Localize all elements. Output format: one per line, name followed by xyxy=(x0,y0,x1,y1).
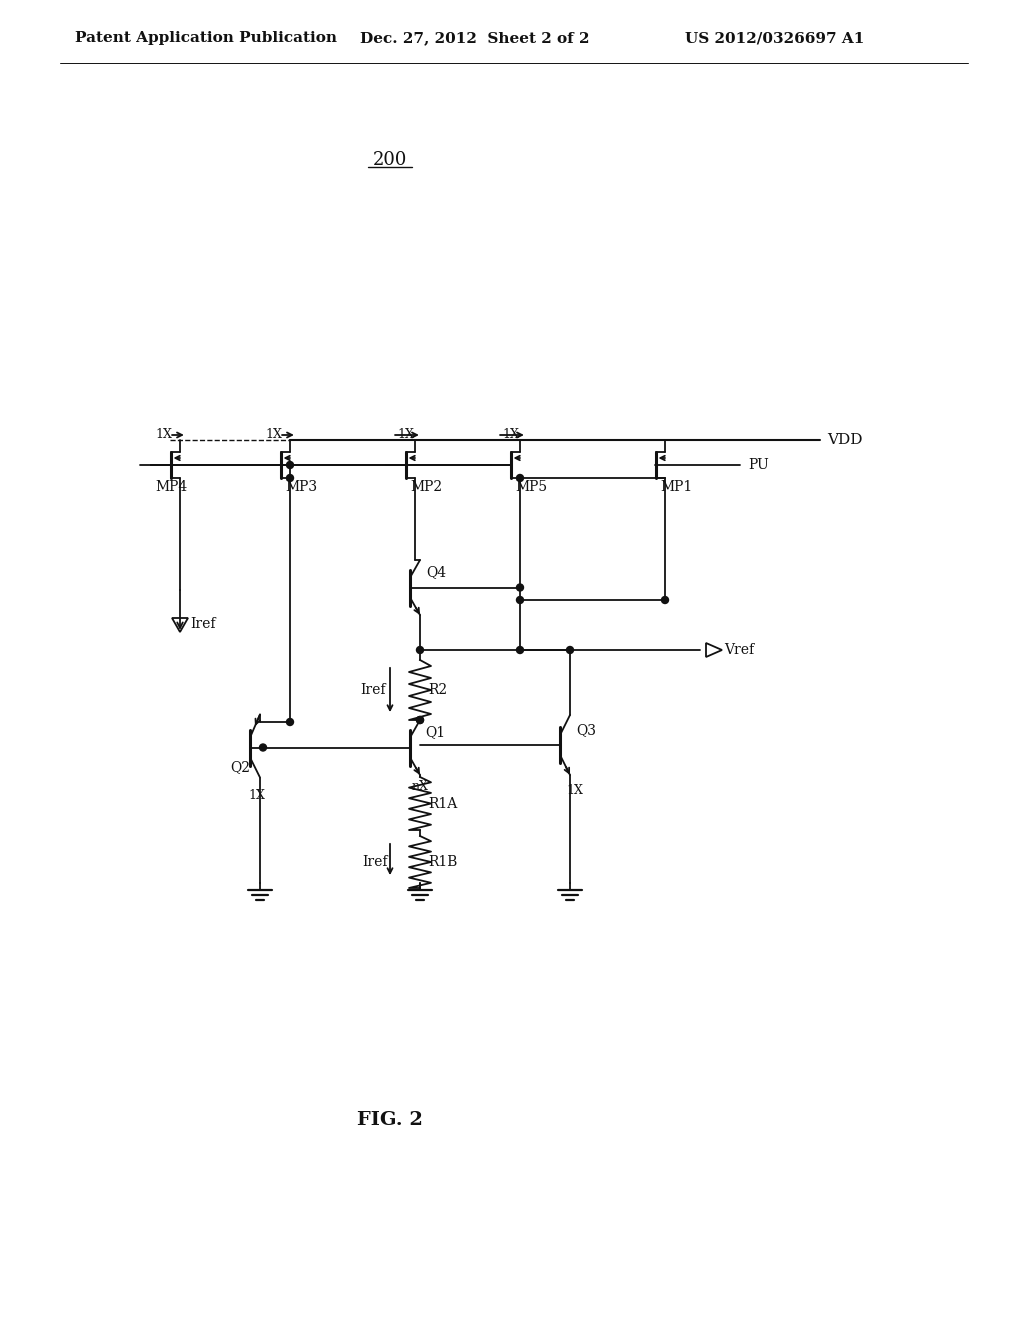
Text: FIG. 2: FIG. 2 xyxy=(357,1111,423,1129)
Circle shape xyxy=(287,718,294,726)
Text: MP4: MP4 xyxy=(155,480,187,494)
Text: Q3: Q3 xyxy=(575,723,596,737)
Circle shape xyxy=(516,647,523,653)
Text: Vref: Vref xyxy=(724,643,754,657)
Text: Q1: Q1 xyxy=(425,726,445,739)
Circle shape xyxy=(417,717,424,723)
Text: MP2: MP2 xyxy=(410,480,442,494)
Text: Dec. 27, 2012  Sheet 2 of 2: Dec. 27, 2012 Sheet 2 of 2 xyxy=(360,30,590,45)
Text: 1X: 1X xyxy=(155,429,172,441)
Text: US 2012/0326697 A1: US 2012/0326697 A1 xyxy=(685,30,864,45)
Circle shape xyxy=(287,462,294,469)
Text: 1X: 1X xyxy=(248,789,265,803)
Text: Q2: Q2 xyxy=(230,760,250,775)
Text: 1X: 1X xyxy=(502,429,519,441)
Text: R2: R2 xyxy=(428,682,447,697)
Text: Q4: Q4 xyxy=(426,565,446,579)
Text: R1A: R1A xyxy=(428,796,458,810)
Circle shape xyxy=(516,583,523,591)
Text: PU: PU xyxy=(748,458,769,473)
Circle shape xyxy=(516,597,523,603)
Text: Iref: Iref xyxy=(360,682,385,697)
Text: Iref: Iref xyxy=(190,616,215,631)
Circle shape xyxy=(516,474,523,482)
Text: 1X: 1X xyxy=(397,429,414,441)
Circle shape xyxy=(259,744,266,751)
Circle shape xyxy=(417,647,424,653)
Circle shape xyxy=(566,647,573,653)
Text: MP3: MP3 xyxy=(285,480,317,494)
Text: 1X: 1X xyxy=(566,784,583,797)
Text: MP5: MP5 xyxy=(515,480,547,494)
Circle shape xyxy=(662,597,669,603)
Circle shape xyxy=(287,474,294,482)
Text: 200: 200 xyxy=(373,150,408,169)
Text: MP1: MP1 xyxy=(660,480,692,494)
Circle shape xyxy=(417,717,424,723)
Text: nX: nX xyxy=(412,780,429,793)
Text: VDD: VDD xyxy=(827,433,862,447)
Text: 1X: 1X xyxy=(265,429,282,441)
Text: Patent Application Publication: Patent Application Publication xyxy=(75,30,337,45)
Text: Iref: Iref xyxy=(362,855,387,869)
Text: R1B: R1B xyxy=(428,855,458,869)
